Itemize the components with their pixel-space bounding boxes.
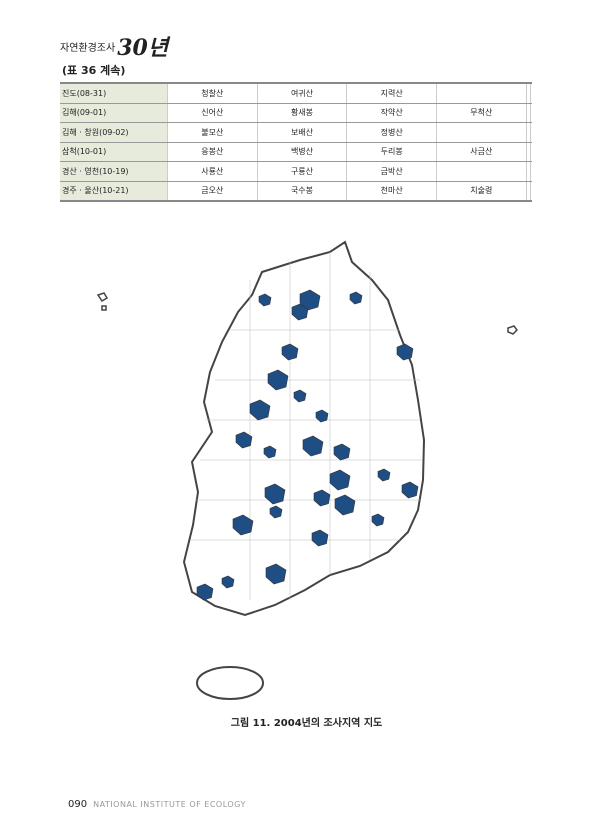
mountain-cell <box>435 122 527 143</box>
table-row: 김해(09-01) 신어산 황새봉 작약산 무척산 <box>60 102 532 123</box>
survey-area <box>291 303 309 321</box>
survey-area <box>396 343 414 361</box>
ulleung-island <box>507 325 518 335</box>
survey-area <box>196 583 214 601</box>
jeju-island <box>196 666 264 700</box>
survey-area <box>232 514 254 536</box>
table-row: 김해 · 창원(09-02) 불모산 보배산 정병산 <box>60 122 532 143</box>
survey-area <box>281 343 299 361</box>
survey-area <box>334 494 356 516</box>
table-row: 진도(08-31) 청찰산 여귀산 지력산 <box>60 82 532 104</box>
survey-area <box>377 468 391 482</box>
figure-caption: 그림 11. 2004년의 조사지역 지도 <box>230 718 383 729</box>
header-title: 자연환경조사 <box>60 43 116 54</box>
survey-area <box>258 293 272 307</box>
mountain-cell <box>529 122 532 143</box>
region-cell: 경주 · 울산(10-21) <box>60 180 168 202</box>
mountain-cell: 구룡산 <box>256 161 347 182</box>
survey-area <box>293 389 307 403</box>
table-row: 경산 · 영천(10-19) 사룡산 구룡산 금박산 <box>60 161 532 182</box>
survey-area <box>401 481 419 499</box>
mountain-cell: 사금산 <box>435 141 527 162</box>
region-cell: 삼척(10-01) <box>60 141 168 162</box>
mountain-cell <box>529 102 532 123</box>
mountain-cell <box>529 161 532 182</box>
survey-area <box>265 563 287 585</box>
mountain-cell <box>529 82 532 104</box>
region-cell: 김해(09-01) <box>60 102 168 123</box>
mountain-cell: 사룡산 <box>167 161 258 182</box>
region-cell: 진도(08-31) <box>60 82 168 104</box>
survey-area <box>263 445 277 459</box>
mountain-cell: 신어산 <box>167 102 258 123</box>
survey-area <box>311 529 329 547</box>
survey-area <box>235 431 253 449</box>
survey-area <box>371 513 385 527</box>
table-row: 삼척(10-01) 응봉산 백병산 두리봉 사금산 <box>60 141 532 162</box>
mountain-cell <box>435 161 527 182</box>
mountain-cell: 백병산 <box>256 141 347 162</box>
survey-map <box>96 240 518 700</box>
survey-area <box>264 483 286 505</box>
survey-area <box>329 469 351 491</box>
mountain-cell: 불모산 <box>167 122 258 143</box>
mountain-cell: 보배산 <box>256 122 347 143</box>
mountain-cell: 작약산 <box>346 102 437 123</box>
island <box>96 292 109 311</box>
page-number: 090 <box>68 799 88 810</box>
region-cell: 경산 · 영천(10-19) <box>60 161 168 182</box>
footer: 090 NATIONAL INSTITUTE OF ECOLOGY <box>68 799 246 810</box>
mountain-cell: 황새봉 <box>256 102 347 123</box>
survey-area <box>221 575 235 589</box>
survey-area <box>315 409 329 423</box>
survey-area <box>267 369 289 391</box>
institute-name: NATIONAL INSTITUTE OF ECOLOGY <box>93 800 246 809</box>
survey-area <box>333 443 351 461</box>
mountain-cell <box>529 141 532 162</box>
survey-area <box>349 291 363 305</box>
mountain-cell: 두리봉 <box>346 141 437 162</box>
survey-area <box>269 505 283 519</box>
mountain-cell: 천마산 <box>346 180 437 202</box>
running-header: 자연환경조사30년 <box>60 30 168 62</box>
mountain-cell: 국수봉 <box>256 180 347 202</box>
mountain-cell: 정병산 <box>346 122 437 143</box>
survey-area <box>313 489 331 507</box>
survey-area <box>299 289 321 311</box>
mountain-cell <box>435 82 527 104</box>
mountain-cell: 치술령 <box>435 180 527 202</box>
mountain-cell <box>529 180 532 202</box>
region-cell: 김해 · 창원(09-02) <box>60 122 168 143</box>
survey-area <box>249 399 271 421</box>
mountain-cell: 청찰산 <box>167 82 258 104</box>
survey-area <box>302 435 324 457</box>
table-caption: (표 36 계속) <box>62 64 126 77</box>
mountain-cell <box>525 180 530 202</box>
mountain-cell: 무척산 <box>435 102 527 123</box>
mountain-cell: 지력산 <box>346 82 437 104</box>
mountain-cell: 금오산 <box>167 180 258 202</box>
mountain-cell <box>525 82 530 104</box>
mountain-cell: 응봉산 <box>167 141 258 162</box>
mountain-cell: 여귀산 <box>256 82 347 104</box>
mountain-cell: 금박산 <box>346 161 437 182</box>
survey-table: 진도(08-31) 청찰산 여귀산 지력산 김해(09-01) 신어산 황새봉 작약산 무척산 김… <box>60 82 532 202</box>
table-row: 경주 · 울산(10-21) 금오산 국수봉 천마산 치술령 <box>60 180 532 202</box>
logo: 30년 <box>117 35 169 61</box>
